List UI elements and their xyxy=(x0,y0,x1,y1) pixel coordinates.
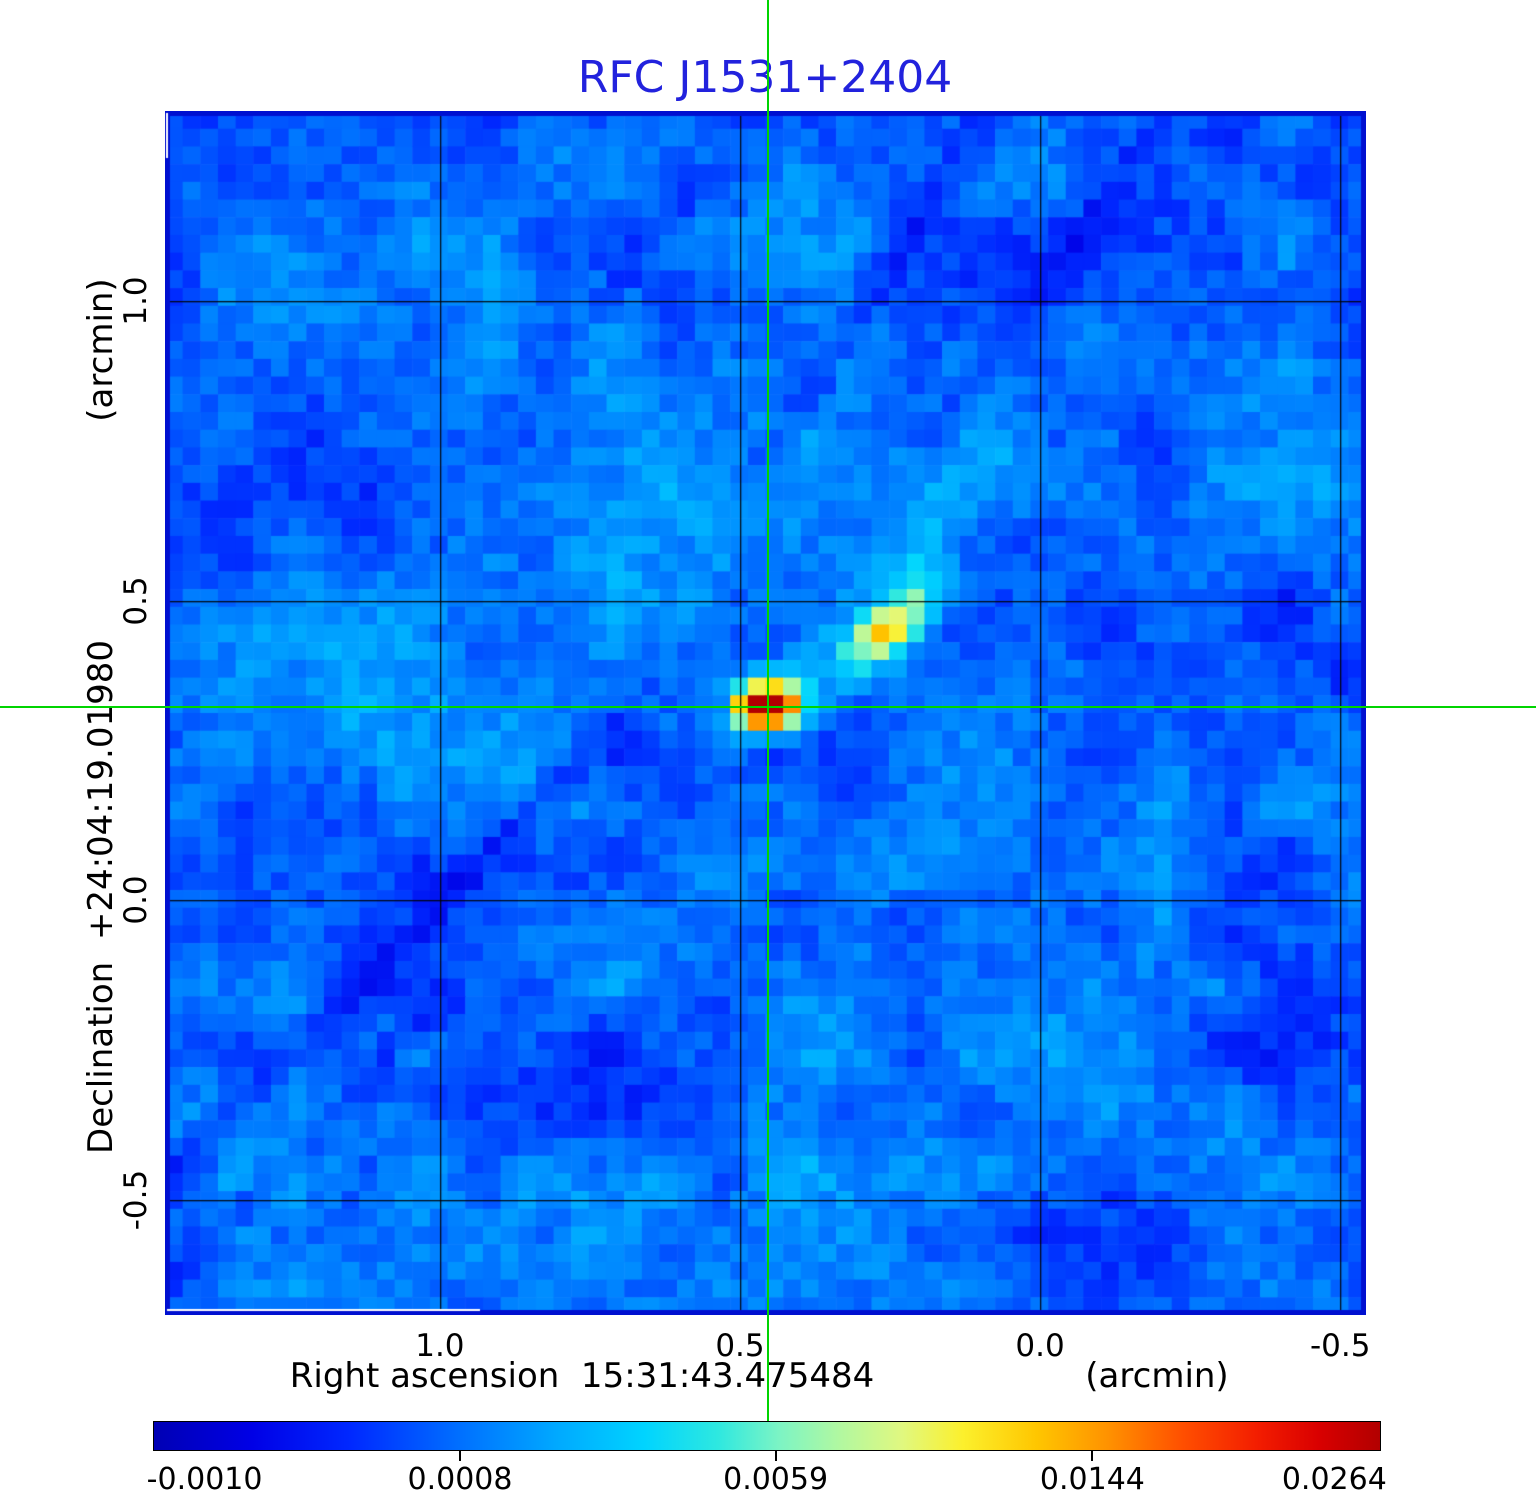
x-tick-label: -0.5 xyxy=(1309,1328,1371,1364)
x-tick-label: 0.0 xyxy=(1015,1328,1065,1364)
x-axis-unit-label: (arcmin) xyxy=(1085,1356,1229,1396)
crosshair-horizontal-line xyxy=(0,706,1536,709)
crosshair-vertical-line xyxy=(767,0,770,1421)
colorbar: -0.0010 0.0008 0.0059 0.0144 0.0264 xyxy=(147,1421,1387,1497)
colorbar-tick-label: 0.0059 xyxy=(723,1462,829,1497)
x-tick-label: 0.5 xyxy=(715,1328,765,1364)
x-tick-label: 1.0 xyxy=(415,1328,465,1364)
y-axis-unit-label: (arcmin) xyxy=(81,278,121,422)
y-tick-label: -0.5 xyxy=(118,1169,154,1231)
colorbar-tick-mark xyxy=(1091,1451,1094,1461)
y-tick-label: 1.0 xyxy=(118,276,154,326)
colorbar-tick-label: 0.0144 xyxy=(1039,1462,1145,1497)
colorbar-tick-mark xyxy=(459,1451,461,1461)
sky-map-plot xyxy=(165,111,1366,1315)
y-axis-title: Declination +24:04:19.01980 xyxy=(81,640,121,1154)
y-tick-label: 0.5 xyxy=(118,575,154,626)
colorbar-tick-label: 0.0008 xyxy=(407,1462,513,1497)
colorbar-tick-label: 0.0264 xyxy=(1281,1462,1387,1497)
colorbar-gradient xyxy=(153,1421,1381,1451)
y-tick-label: 0.0 xyxy=(118,875,154,925)
figure-title: RFC J1531+2404 xyxy=(577,52,953,103)
colorbar-tick-label: -0.0010 xyxy=(146,1462,263,1497)
colorbar-tick-mark xyxy=(774,1451,777,1461)
x-axis-title: Right ascension 15:31:43.475484 xyxy=(289,1356,875,1396)
sky-map-image xyxy=(165,111,1366,1315)
